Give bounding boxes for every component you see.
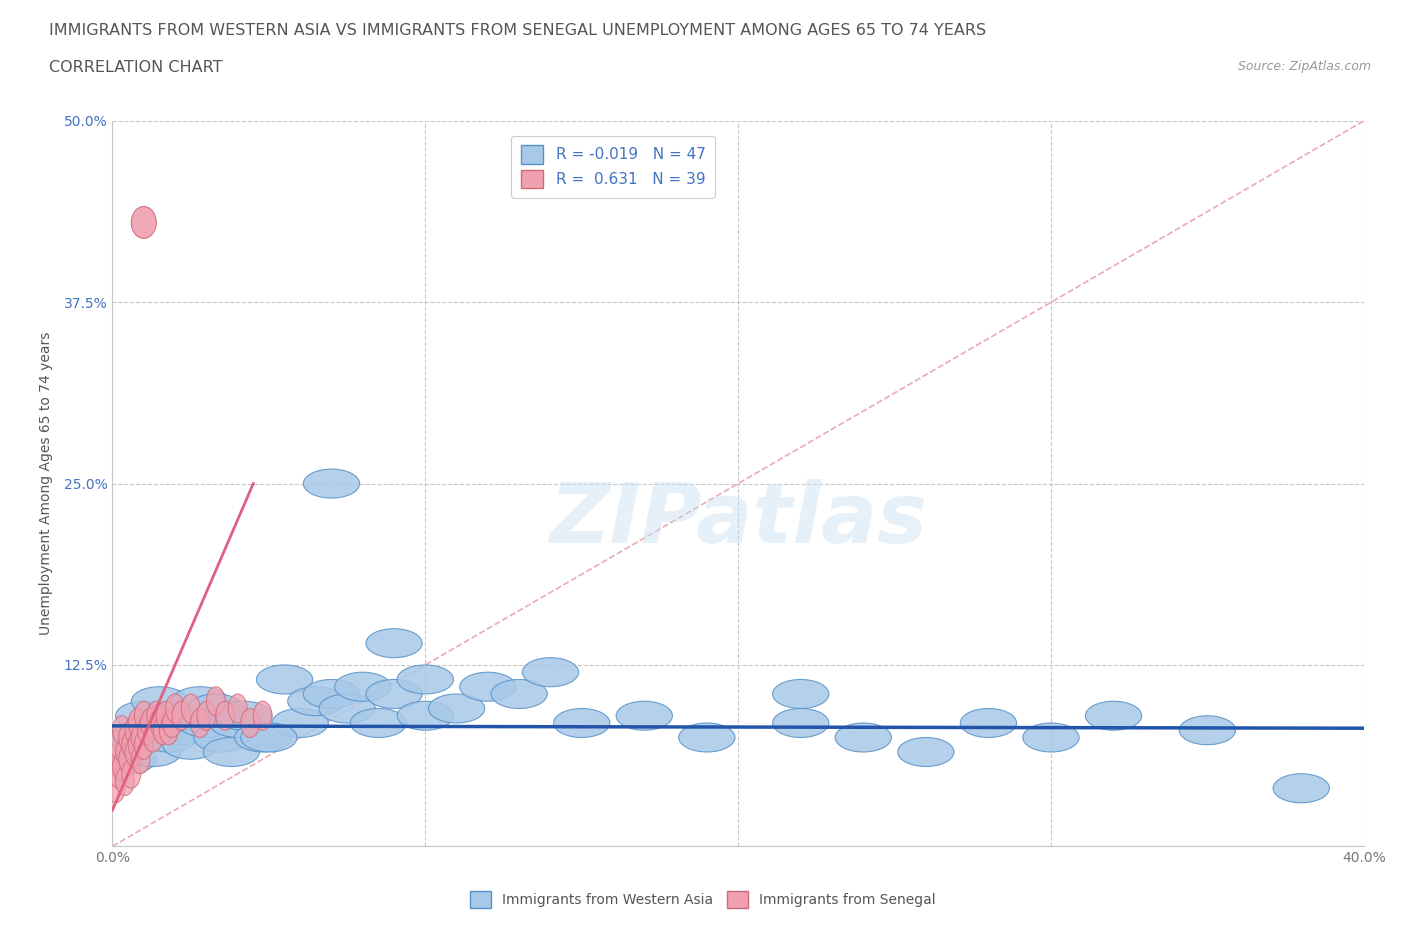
Ellipse shape — [122, 759, 141, 789]
Ellipse shape — [115, 737, 135, 766]
Ellipse shape — [204, 737, 260, 766]
Y-axis label: Unemployment Among Ages 65 to 74 years: Unemployment Among Ages 65 to 74 years — [38, 332, 52, 635]
Ellipse shape — [163, 709, 181, 737]
Ellipse shape — [429, 694, 485, 723]
Ellipse shape — [153, 716, 209, 745]
Ellipse shape — [235, 723, 291, 752]
Ellipse shape — [366, 629, 422, 658]
Ellipse shape — [107, 745, 125, 774]
Ellipse shape — [197, 701, 215, 730]
Ellipse shape — [554, 709, 610, 737]
Ellipse shape — [128, 709, 146, 737]
Ellipse shape — [179, 709, 235, 737]
Ellipse shape — [125, 737, 181, 766]
Ellipse shape — [240, 723, 297, 752]
Ellipse shape — [131, 745, 150, 774]
Ellipse shape — [897, 737, 955, 766]
Ellipse shape — [491, 680, 547, 709]
Ellipse shape — [135, 730, 153, 759]
Ellipse shape — [772, 680, 830, 709]
Ellipse shape — [240, 709, 260, 737]
Ellipse shape — [146, 701, 204, 730]
Ellipse shape — [1022, 723, 1080, 752]
Ellipse shape — [118, 745, 138, 774]
Ellipse shape — [125, 737, 143, 766]
Ellipse shape — [131, 723, 150, 752]
Ellipse shape — [209, 709, 266, 737]
Ellipse shape — [141, 709, 159, 737]
Text: Source: ZipAtlas.com: Source: ZipAtlas.com — [1237, 60, 1371, 73]
Ellipse shape — [110, 730, 128, 759]
Ellipse shape — [228, 694, 247, 723]
Ellipse shape — [100, 745, 156, 774]
Ellipse shape — [396, 701, 454, 730]
Ellipse shape — [271, 709, 329, 737]
Ellipse shape — [191, 709, 209, 737]
Text: ZIPatlas: ZIPatlas — [550, 479, 927, 561]
Ellipse shape — [960, 709, 1017, 737]
Ellipse shape — [215, 701, 235, 730]
Ellipse shape — [115, 766, 135, 795]
Ellipse shape — [460, 672, 516, 701]
Ellipse shape — [194, 723, 250, 752]
Ellipse shape — [181, 694, 200, 723]
Ellipse shape — [256, 665, 312, 694]
Ellipse shape — [110, 723, 166, 752]
Ellipse shape — [319, 694, 375, 723]
Ellipse shape — [150, 709, 169, 737]
Ellipse shape — [135, 701, 153, 730]
Ellipse shape — [118, 723, 138, 752]
Ellipse shape — [131, 206, 156, 238]
Ellipse shape — [335, 672, 391, 701]
Ellipse shape — [366, 680, 422, 709]
Ellipse shape — [215, 701, 271, 730]
Ellipse shape — [304, 680, 360, 709]
Ellipse shape — [616, 701, 672, 730]
Ellipse shape — [1272, 774, 1330, 803]
Ellipse shape — [163, 730, 219, 759]
Ellipse shape — [112, 752, 131, 781]
Ellipse shape — [207, 686, 225, 716]
Ellipse shape — [143, 723, 163, 752]
Ellipse shape — [396, 665, 454, 694]
Legend: Immigrants from Western Asia, Immigrants from Senegal: Immigrants from Western Asia, Immigrants… — [464, 885, 942, 914]
Ellipse shape — [172, 686, 228, 716]
Ellipse shape — [107, 774, 125, 803]
Ellipse shape — [159, 716, 179, 745]
Ellipse shape — [679, 723, 735, 752]
Ellipse shape — [128, 730, 146, 759]
Ellipse shape — [1180, 716, 1236, 745]
Ellipse shape — [153, 716, 172, 745]
Ellipse shape — [166, 694, 184, 723]
Ellipse shape — [1085, 701, 1142, 730]
Ellipse shape — [156, 701, 176, 730]
Text: IMMIGRANTS FROM WESTERN ASIA VS IMMIGRANTS FROM SENEGAL UNEMPLOYMENT AMONG AGES : IMMIGRANTS FROM WESTERN ASIA VS IMMIGRAN… — [49, 23, 987, 38]
Ellipse shape — [172, 701, 191, 730]
Ellipse shape — [772, 709, 830, 737]
Ellipse shape — [522, 658, 579, 686]
Ellipse shape — [253, 701, 271, 730]
Ellipse shape — [304, 469, 360, 498]
Ellipse shape — [125, 716, 143, 745]
Ellipse shape — [122, 730, 141, 759]
Legend: R = -0.019   N = 47, R =  0.631   N = 39: R = -0.019 N = 47, R = 0.631 N = 39 — [512, 136, 714, 197]
Ellipse shape — [288, 686, 344, 716]
Ellipse shape — [835, 723, 891, 752]
Ellipse shape — [350, 709, 406, 737]
Ellipse shape — [131, 686, 187, 716]
Ellipse shape — [110, 759, 128, 789]
Text: CORRELATION CHART: CORRELATION CHART — [49, 60, 222, 75]
Ellipse shape — [187, 694, 243, 723]
Ellipse shape — [146, 701, 166, 730]
Ellipse shape — [138, 716, 156, 745]
Ellipse shape — [122, 716, 179, 745]
Ellipse shape — [115, 701, 172, 730]
Ellipse shape — [141, 723, 197, 752]
Ellipse shape — [112, 716, 131, 745]
